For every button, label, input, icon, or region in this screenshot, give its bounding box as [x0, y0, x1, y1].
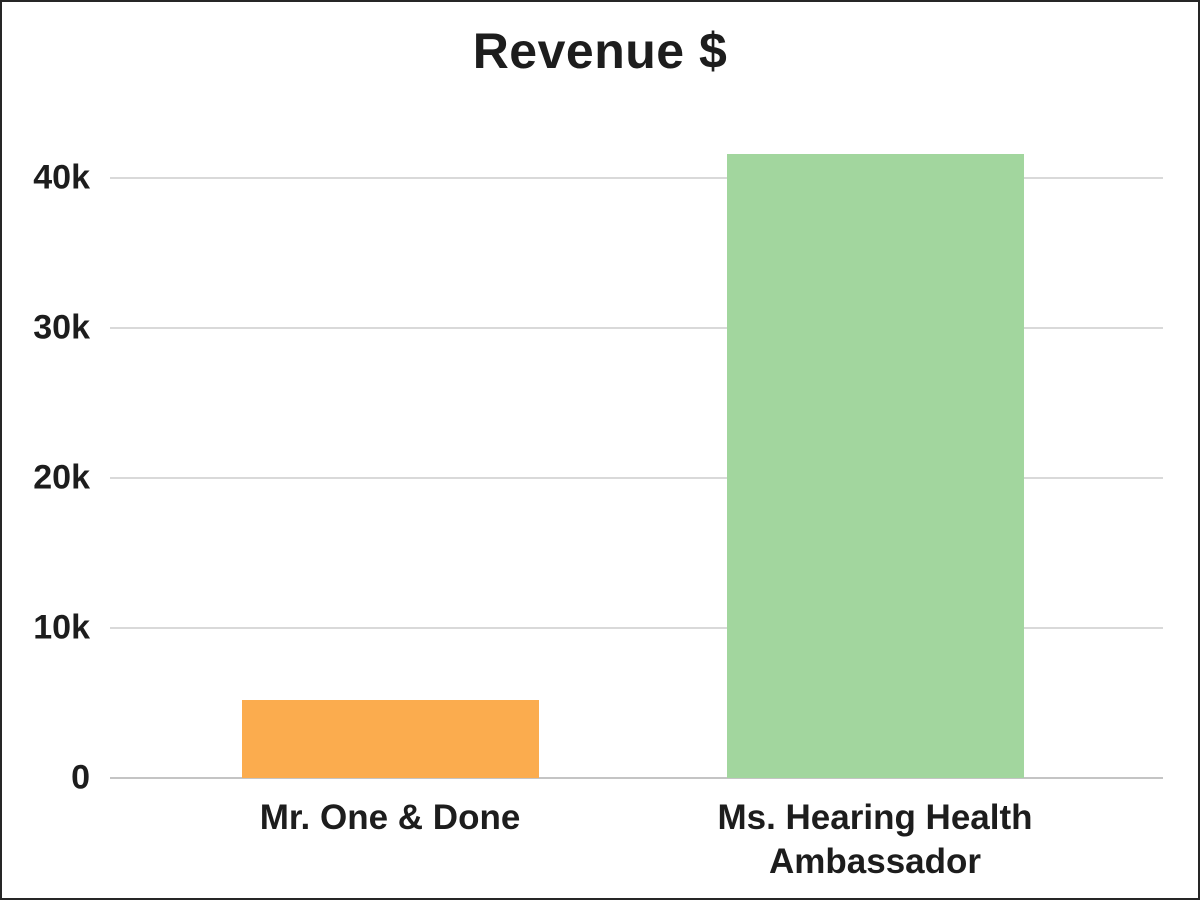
gridline	[110, 327, 1163, 329]
y-tick-label: 0	[71, 758, 90, 797]
y-tick-label: 10k	[33, 608, 90, 647]
bar	[241, 700, 539, 778]
gridline	[110, 477, 1163, 479]
gridline	[110, 177, 1163, 179]
y-tick-label: 30k	[33, 308, 90, 347]
bar	[726, 154, 1024, 778]
x-category-label: Mr. One & Done	[259, 798, 521, 837]
x-category-label: Ms. Hearing Health Ambassador	[717, 798, 1033, 881]
x-axis-line	[110, 777, 1163, 779]
chart-title: Revenue $	[472, 23, 728, 79]
gridline	[110, 627, 1163, 629]
y-tick-label: 40k	[33, 158, 90, 197]
y-tick-label: 20k	[33, 458, 90, 497]
